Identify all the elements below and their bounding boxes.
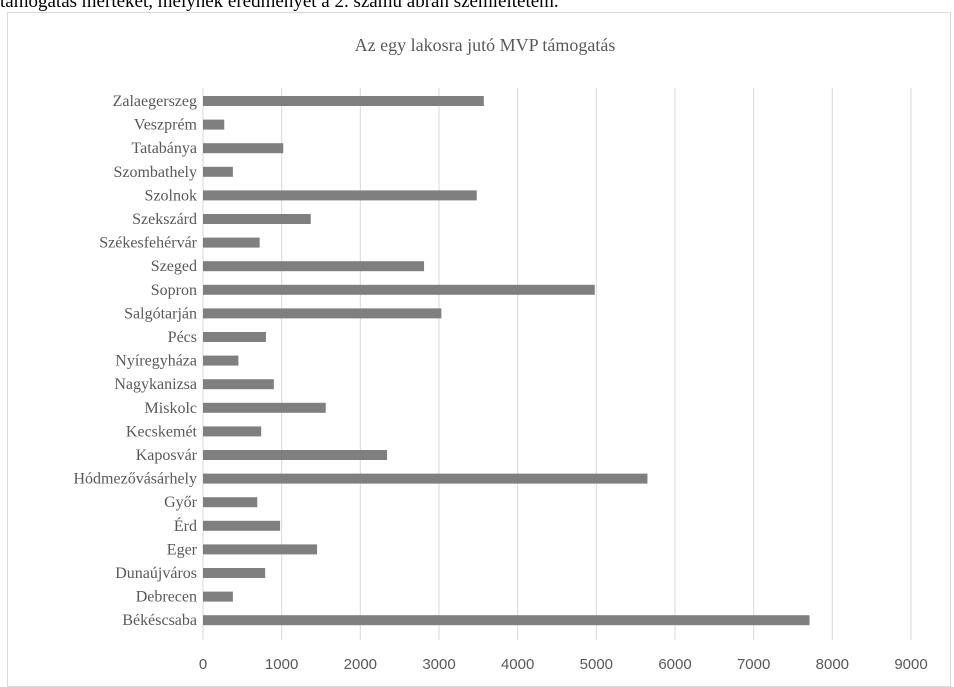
bar	[203, 355, 239, 366]
chart-title: Az egy lakosra jutó MVP támogatás	[355, 35, 616, 55]
bar	[203, 261, 425, 272]
bar	[203, 308, 442, 319]
category-label: Eger	[167, 541, 198, 558]
bar	[203, 450, 388, 460]
x-tick-label: 8000	[816, 656, 849, 673]
category-labels: Zalaegerszeg Veszprém Tatabánya Szombathely…	[73, 93, 197, 629]
category-label: Pécs	[168, 329, 197, 346]
category-label: Dunaújváros	[115, 565, 197, 582]
bars	[203, 96, 810, 626]
category-label: Salgótarján	[124, 305, 197, 322]
x-tick-label: 1000	[265, 656, 298, 673]
x-tick-label: 4000	[501, 656, 534, 673]
bar	[203, 214, 311, 224]
category-label: Sopron	[151, 282, 197, 299]
bar	[203, 568, 266, 578]
category-label: Székesfehérvár	[99, 235, 197, 252]
x-tick-label: 2000	[344, 656, 377, 673]
category-label: Nyíregyháza	[115, 353, 197, 370]
x-axis-tick-labels: 0 1000 2000 3000 4000 5000 6000 7000 8000 9000	[199, 656, 928, 673]
category-label: Zalaegerszeg	[113, 93, 197, 110]
category-label: Tatabánya	[131, 140, 197, 157]
bar	[203, 143, 284, 154]
category-label: Veszprém	[134, 117, 198, 134]
category-label: Kecskemét	[126, 423, 198, 440]
bar	[203, 190, 477, 201]
bar	[203, 544, 318, 555]
category-label: Miskolc	[145, 400, 197, 417]
bar	[203, 284, 595, 295]
category-label: Kaposvár	[136, 447, 198, 464]
x-tick-label: 6000	[658, 656, 691, 673]
bar	[203, 402, 326, 413]
category-label: Nagykanizsa	[114, 376, 197, 393]
x-tick-label: 7000	[737, 656, 770, 673]
bar	[203, 520, 281, 531]
category-label: Debrecen	[136, 589, 197, 606]
bar	[203, 332, 266, 342]
category-label: Hódmezővásárhely	[73, 471, 197, 488]
bar	[203, 237, 260, 248]
category-label: Szombathely	[113, 164, 197, 181]
category-label: Szolnok	[145, 187, 197, 204]
bar	[203, 96, 484, 106]
x-tick-label: 0	[199, 656, 207, 673]
document-top-text: támogatás mértékét, melynek eredményét a…	[0, 0, 559, 12]
category-label: Győr	[164, 494, 198, 511]
bar	[203, 426, 262, 437]
category-label: Szekszárd	[132, 211, 197, 228]
x-tick-label: 5000	[580, 656, 613, 673]
category-label: Szeged	[151, 258, 197, 275]
category-label: Békéscsaba	[122, 612, 197, 629]
bar	[203, 473, 648, 484]
bar	[203, 166, 233, 177]
chart-area	[7, 12, 951, 687]
bar	[203, 119, 225, 130]
category-label: Érd	[174, 516, 197, 535]
bar	[203, 379, 274, 390]
x-tick-label: 9000	[894, 656, 927, 673]
bar	[203, 497, 258, 508]
x-tick-label: 3000	[422, 656, 455, 673]
bar	[203, 615, 810, 626]
gridlines	[202, 88, 912, 640]
bar	[203, 591, 233, 602]
